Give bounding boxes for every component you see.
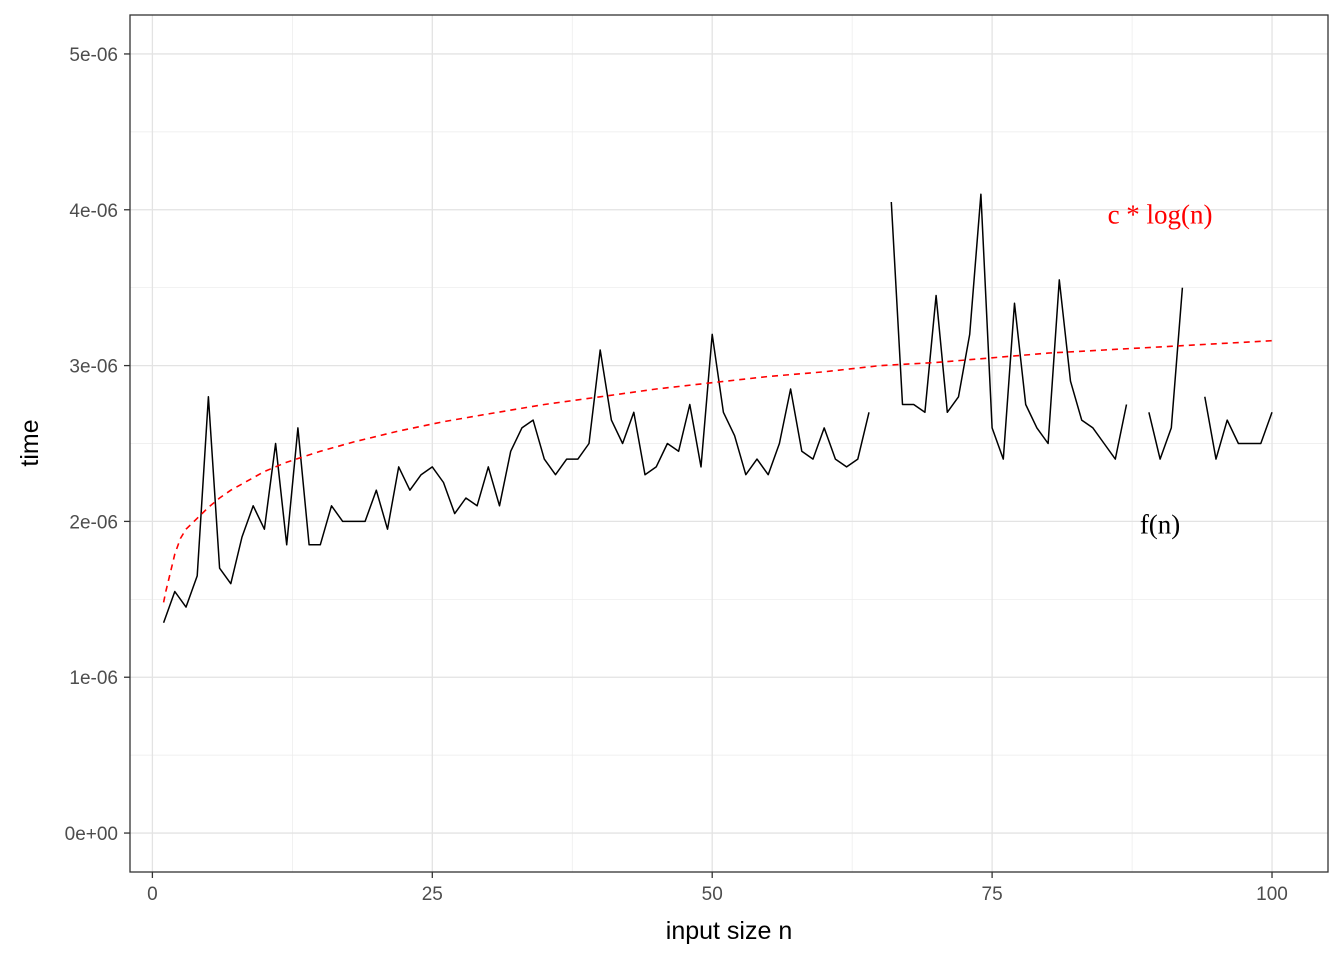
c-log-n-series-line xyxy=(162,339,1273,603)
plot-border xyxy=(129,14,1329,873)
x-tick-label: 100 xyxy=(1256,884,1288,905)
x-axis-title: input size n xyxy=(666,917,792,945)
annotation-c-log-n: c * log(n) xyxy=(1108,199,1213,229)
y-axis-title: time xyxy=(16,419,44,466)
x-tick-label: 0 xyxy=(147,884,158,905)
y-tick-label: 0e+00 xyxy=(65,824,118,845)
annotation-f-n: f(n) xyxy=(1140,510,1180,540)
y-tick-label: 3e-06 xyxy=(69,357,118,378)
series-lines xyxy=(162,193,1273,623)
x-tick-label: 50 xyxy=(702,884,723,905)
grid-lines xyxy=(130,15,1328,872)
y-tick-label: 2e-06 xyxy=(69,512,118,533)
x-tick-label: 25 xyxy=(422,884,443,905)
y-tick-label: 5e-06 xyxy=(69,45,118,66)
x-axis: 0 25 50 75 100 xyxy=(147,872,1288,905)
y-axis: 0e+00 1e-06 2e-06 3e-06 4e-06 5e-06 xyxy=(65,45,130,845)
y-tick-label: 4e-06 xyxy=(69,201,118,222)
f-n-series-line xyxy=(162,193,1273,623)
y-tick-label: 1e-06 xyxy=(69,668,118,689)
annotations: c * log(n) f(n) xyxy=(1108,199,1213,539)
x-tick-label: 75 xyxy=(982,884,1003,905)
